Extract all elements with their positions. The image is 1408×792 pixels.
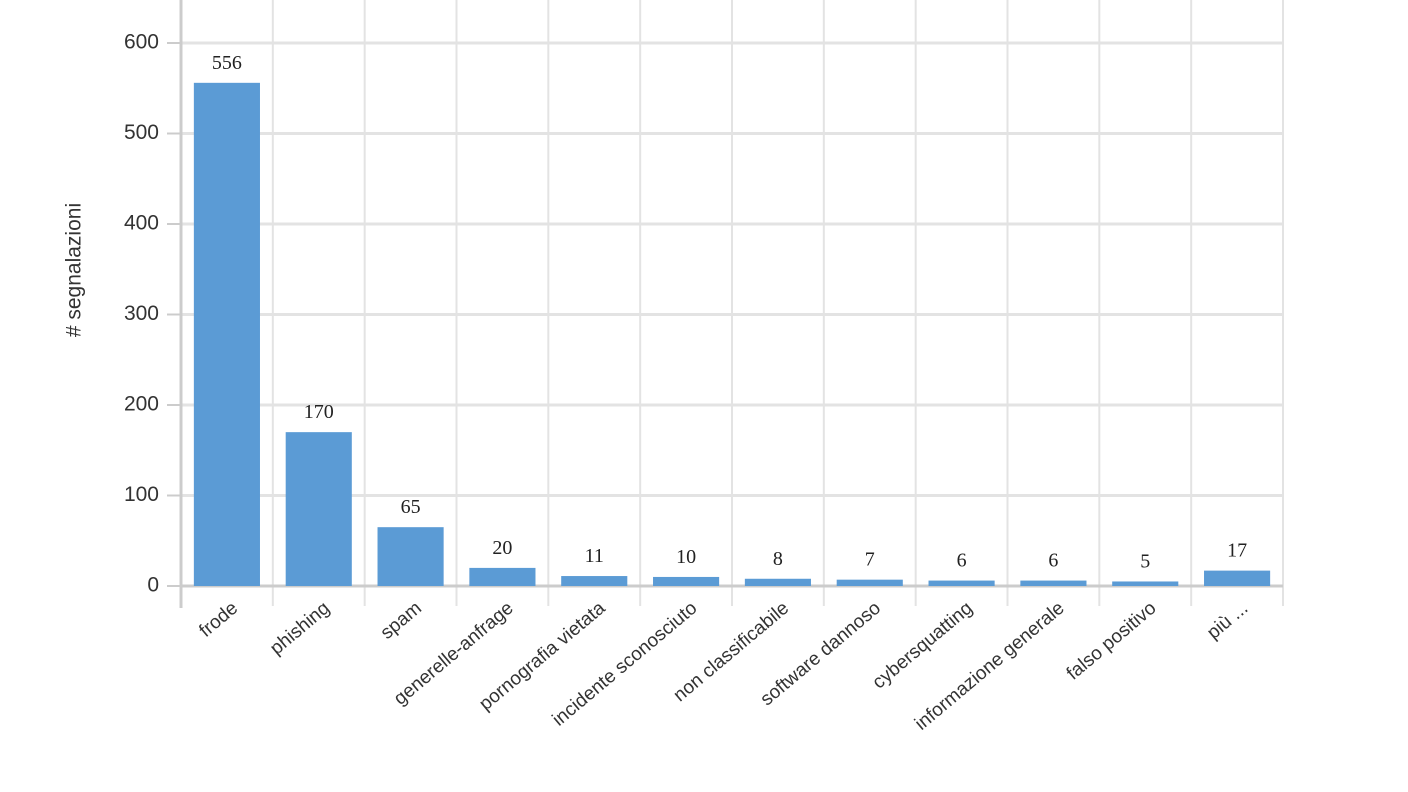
bar xyxy=(285,432,352,586)
value-label: 17 xyxy=(1227,540,1247,562)
y-axis-label: # segnalazioni xyxy=(63,203,86,337)
bar xyxy=(469,567,536,586)
x-tick-label: phishing xyxy=(266,598,334,660)
y-tick-label: 300 xyxy=(124,302,159,325)
y-tick-label: 0 xyxy=(147,574,159,597)
value-label: 10 xyxy=(676,546,696,568)
x-tick-label: informazione generale xyxy=(911,598,1069,735)
value-label: 5 xyxy=(1140,550,1150,572)
bar xyxy=(836,579,903,586)
value-label: 6 xyxy=(957,550,967,572)
y-tick-label: 500 xyxy=(124,121,159,144)
y-tick-label: 200 xyxy=(124,393,159,416)
x-tick-label: frode xyxy=(195,598,242,642)
x-tick-label: falso positivo xyxy=(1063,598,1161,685)
x-tick-label: più ... xyxy=(1203,598,1252,644)
value-label: 170 xyxy=(304,401,334,423)
bar xyxy=(928,580,995,586)
y-tick-label: 400 xyxy=(124,212,159,235)
value-label: 8 xyxy=(773,548,783,570)
bar xyxy=(1204,570,1271,586)
value-label: 6 xyxy=(1048,550,1058,572)
bar xyxy=(377,527,444,586)
bar xyxy=(1112,581,1179,586)
y-tick-label: 600 xyxy=(124,31,159,54)
bar xyxy=(653,576,720,586)
value-label: 7 xyxy=(865,549,875,571)
bar xyxy=(193,82,260,586)
x-tick-label: spam xyxy=(377,598,426,644)
bar xyxy=(1020,580,1087,586)
value-label: 556 xyxy=(212,52,242,74)
bar xyxy=(561,576,628,586)
value-label: 20 xyxy=(492,537,512,559)
value-label: 11 xyxy=(585,545,604,567)
y-tick-label: 100 xyxy=(124,483,159,506)
bar xyxy=(744,578,811,586)
value-label: 65 xyxy=(401,496,421,518)
